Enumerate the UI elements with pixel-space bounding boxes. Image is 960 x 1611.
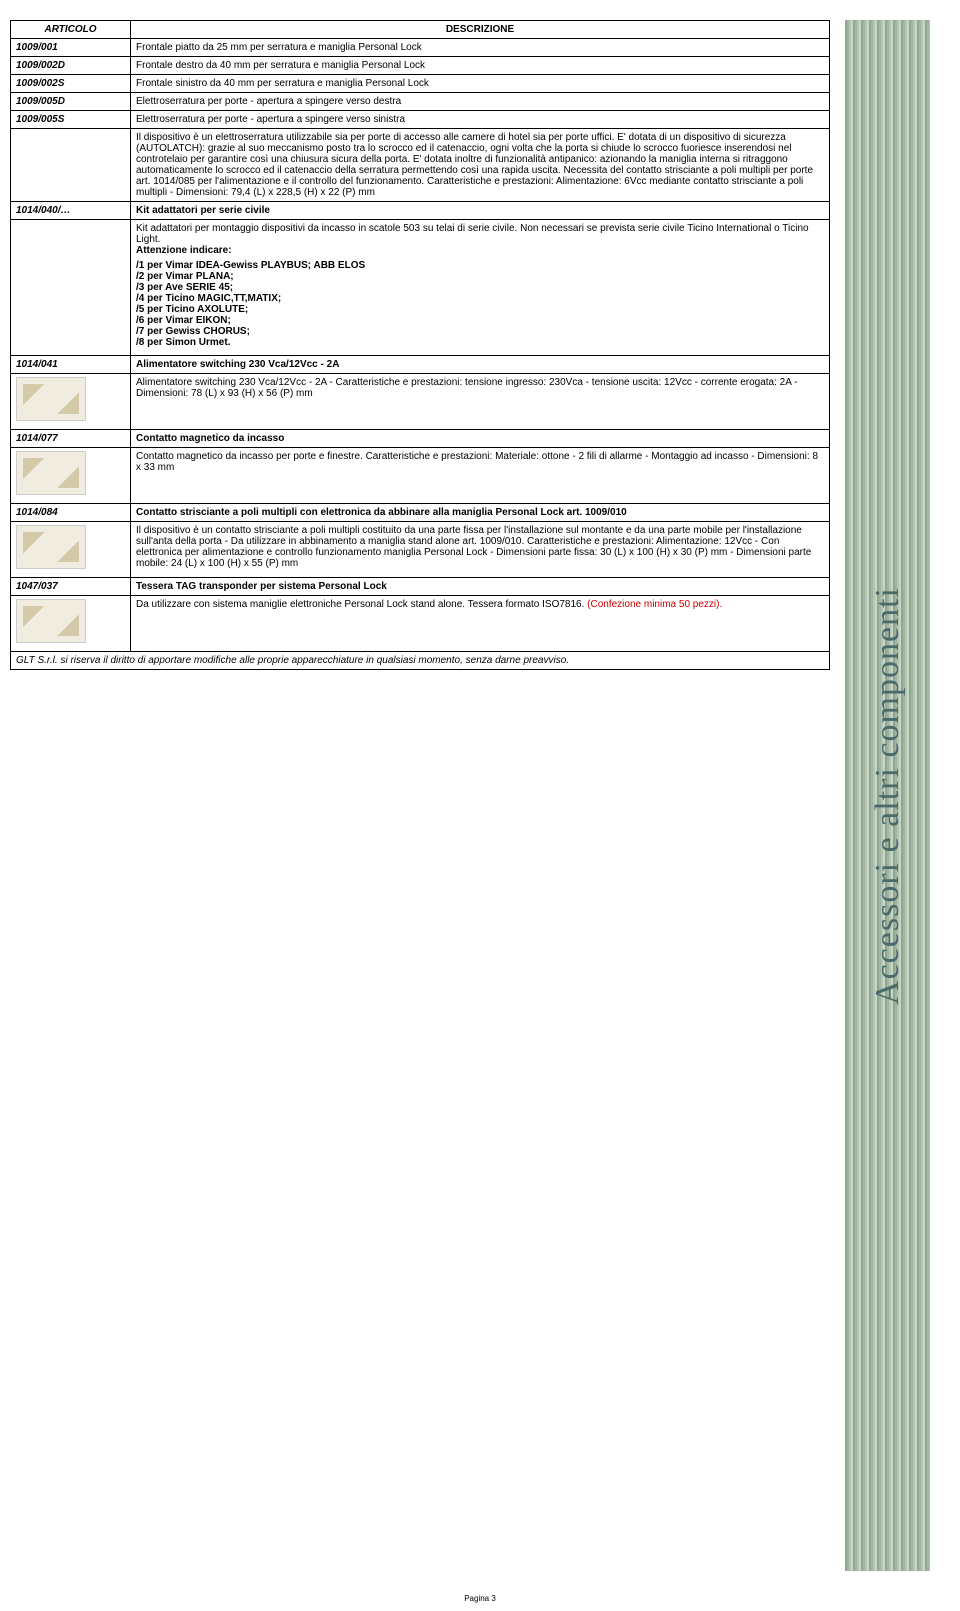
table-row: 1009/005D Elettroserratura per porte - a… xyxy=(11,93,830,111)
art-code: 1009/001 xyxy=(11,39,131,57)
kit-option: /8 per Simon Urmet. xyxy=(136,337,824,348)
art-code: 1009/005S xyxy=(11,111,131,129)
kit-intro: Kit adattatori per montaggio dispositivi… xyxy=(136,223,809,245)
long-description: Il dispositivo è un elettroserratura uti… xyxy=(131,129,830,202)
page-number: Pagina 3 xyxy=(464,1594,496,1603)
product-image-cell xyxy=(11,374,131,430)
art-code: 1009/002S xyxy=(11,75,131,93)
desc-text-a: Da utilizzare con sistema maniglie elett… xyxy=(136,599,587,610)
art-code: 1009/005D xyxy=(11,93,131,111)
desc-body-row: Alimentatore switching 230 Vca/12Vcc - 2… xyxy=(11,374,830,430)
footnote-text: GLT S.r.l. si riserva il diritto di appo… xyxy=(11,652,830,670)
kit-option: /1 per Vimar IDEA-Gewiss PLAYBUS; ABB EL… xyxy=(136,260,824,271)
kit-option-text: /6 per Vimar EIKON; xyxy=(136,315,231,326)
kit-option-text: /1 per Vimar IDEA-Gewiss PLAYBUS; ABB EL… xyxy=(136,260,365,271)
art-desc: Tessera TAG transponder per sistema Pers… xyxy=(131,578,830,596)
kit-option: /5 per Ticino AXOLUTE; xyxy=(136,304,824,315)
empty-cell xyxy=(11,129,131,202)
product-table: ARTICOLO DESCRIZIONE 1009/001 Frontale p… xyxy=(10,20,830,670)
table-row: 1009/005S Elettroserratura per porte - a… xyxy=(11,111,830,129)
kit-option: /4 per Ticino MAGIC,TT,MATIX; xyxy=(136,293,824,304)
kit-option-list: /1 per Vimar IDEA-Gewiss PLAYBUS; ABB EL… xyxy=(136,256,824,352)
kit-option-text: /8 per Simon Urmet. xyxy=(136,337,230,348)
desc-body-row: Contatto magnetico da incasso per porte … xyxy=(11,448,830,504)
art-code: 1009/002D xyxy=(11,57,131,75)
product-image-icon xyxy=(16,525,86,569)
kit-option: /6 per Vimar EIKON; xyxy=(136,315,824,326)
art-code: 1014/040/… xyxy=(11,202,131,220)
side-label: Accessori e altri componenti xyxy=(869,587,907,1005)
art-code: 1014/084 xyxy=(11,504,131,522)
desc-body-row: Il dispositivo è un elettroserratura uti… xyxy=(11,129,830,202)
side-tab: Accessori e altri componenti xyxy=(845,20,930,1571)
art-desc: Kit adattatori per serie civile xyxy=(131,202,830,220)
kit-option: /7 per Gewiss CHORUS; xyxy=(136,326,824,337)
footnote-row: GLT S.r.l. si riserva il diritto di appo… xyxy=(11,652,830,670)
kit-body-row: Kit adattatori per montaggio dispositivi… xyxy=(11,220,830,356)
long-description: Contatto magnetico da incasso per porte … xyxy=(131,448,830,504)
art-desc: Contatto strisciante a poli multipli con… xyxy=(131,504,830,522)
long-description: Alimentatore switching 230 Vca/12Vcc - 2… xyxy=(131,374,830,430)
art-desc: Elettroserratura per porte - apertura a … xyxy=(131,93,830,111)
kit-option-text: /5 per Ticino AXOLUTE; xyxy=(136,304,248,315)
long-description: Da utilizzare con sistema maniglie elett… xyxy=(131,596,830,652)
art-code: 1047/037 xyxy=(11,578,131,596)
art-desc: Frontale destro da 40 mm per serratura e… xyxy=(131,57,830,75)
art-desc: Elettroserratura per porte - apertura a … xyxy=(131,111,830,129)
kit-option-text: /2 per Vimar PLANA; xyxy=(136,271,234,282)
table-row: 1009/002S Frontale sinistro da 40 mm per… xyxy=(11,75,830,93)
table-row: 1047/037 Tessera TAG transponder per sis… xyxy=(11,578,830,596)
header-articolo: ARTICOLO xyxy=(11,21,131,39)
table-row: 1014/041 Alimentatore switching 230 Vca/… xyxy=(11,356,830,374)
side-gradient-bg: Accessori e altri componenti xyxy=(845,20,930,1571)
product-image-cell xyxy=(11,596,131,652)
kit-option-text: /4 per Ticino MAGIC,TT,MATIX; xyxy=(136,293,281,304)
art-desc: Frontale sinistro da 40 mm per serratura… xyxy=(131,75,830,93)
desc-text-red: (Confezione minima 50 pezzi). xyxy=(587,599,722,610)
art-code: 1014/077 xyxy=(11,430,131,448)
header-row: ARTICOLO DESCRIZIONE xyxy=(11,21,830,39)
product-image-icon xyxy=(16,599,86,643)
kit-option-text: /3 per Ave SERIE 45; xyxy=(136,282,233,293)
kit-option-text: /7 per Gewiss CHORUS; xyxy=(136,326,250,337)
product-image-icon xyxy=(16,377,86,421)
product-image-cell xyxy=(11,448,131,504)
art-desc: Alimentatore switching 230 Vca/12Vcc - 2… xyxy=(131,356,830,374)
empty-cell xyxy=(11,220,131,356)
header-descrizione: DESCRIZIONE xyxy=(131,21,830,39)
long-description: Il dispositivo è un contatto strisciante… xyxy=(131,522,830,578)
desc-body-row: Il dispositivo è un contatto strisciante… xyxy=(11,522,830,578)
table-row: 1014/040/… Kit adattatori per serie civi… xyxy=(11,202,830,220)
art-desc: Frontale piatto da 25 mm per serratura e… xyxy=(131,39,830,57)
kit-option: /2 per Vimar PLANA; xyxy=(136,271,824,282)
table-row: 1009/001 Frontale piatto da 25 mm per se… xyxy=(11,39,830,57)
table-row: 1009/002D Frontale destro da 40 mm per s… xyxy=(11,57,830,75)
product-image-icon xyxy=(16,451,86,495)
kit-attenzione: Attenzione indicare: xyxy=(136,245,232,256)
art-code: 1014/041 xyxy=(11,356,131,374)
kit-description: Kit adattatori per montaggio dispositivi… xyxy=(131,220,830,356)
art-desc: Contatto magnetico da incasso xyxy=(131,430,830,448)
desc-body-row: Da utilizzare con sistema maniglie elett… xyxy=(11,596,830,652)
table-row: 1014/084 Contatto strisciante a poli mul… xyxy=(11,504,830,522)
kit-option: /3 per Ave SERIE 45; xyxy=(136,282,824,293)
product-image-cell xyxy=(11,522,131,578)
table-row: 1014/077 Contatto magnetico da incasso xyxy=(11,430,830,448)
